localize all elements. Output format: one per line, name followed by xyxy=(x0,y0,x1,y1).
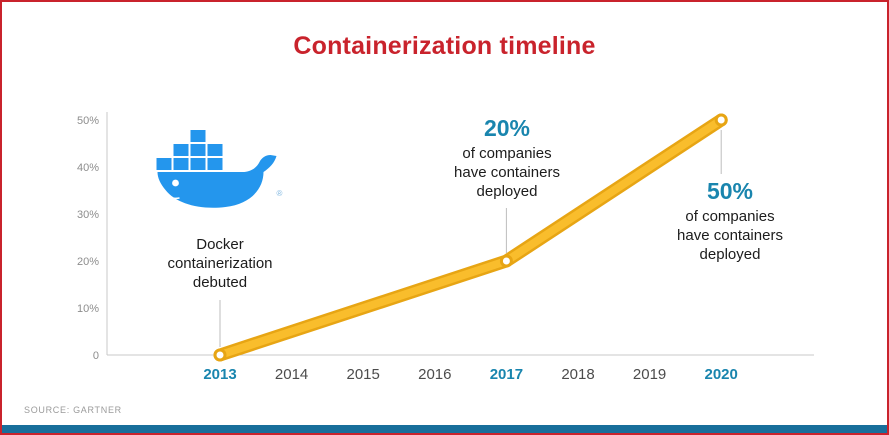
footer-accent-bar xyxy=(2,425,887,433)
x-tick-label: 2016 xyxy=(418,366,451,383)
annotation-2020-value: 50% xyxy=(706,178,754,204)
docker-whale-mouth xyxy=(160,192,180,199)
x-tick-label: 2014 xyxy=(275,366,308,383)
x-tick-label: 2017 xyxy=(490,366,523,383)
y-tick-label: 10% xyxy=(77,303,99,315)
y-tick-label: 50% xyxy=(77,115,99,127)
docker-logo-icon: ® xyxy=(156,130,283,208)
y-tick-label: 40% xyxy=(77,162,99,174)
y-tick-label: 20% xyxy=(77,256,99,268)
data-point-marker xyxy=(714,113,728,127)
x-tick-label: 2019 xyxy=(633,366,666,383)
y-tick-label: 30% xyxy=(77,209,99,221)
annotation-2020-text: of companies have containers deployed xyxy=(677,208,783,263)
annotation-2013: Docker containerization debuted xyxy=(145,235,295,292)
annotation-2020: 50% of companies have containers deploye… xyxy=(670,179,790,264)
x-tick-label: 2020 xyxy=(705,366,738,383)
annotation-2013-text: Docker containerization debuted xyxy=(167,236,273,291)
chart-title: Containerization timeline xyxy=(293,32,596,60)
x-tick-label: 2015 xyxy=(347,366,380,383)
docker-whale-eye xyxy=(172,179,179,187)
source-credit: SOURCE: GARTNER xyxy=(24,405,122,415)
y-tick-label: 0 xyxy=(93,350,99,362)
annotation-2017-value: 20% xyxy=(483,115,531,141)
x-tick-label: 2013 xyxy=(203,366,236,383)
registered-mark: ® xyxy=(277,189,283,198)
docker-whale-body xyxy=(157,155,277,208)
docker-containers xyxy=(156,130,223,170)
annotation-2017: 20% of companies have containers deploye… xyxy=(447,116,567,201)
x-tick-label: 2018 xyxy=(561,366,594,383)
data-point-marker xyxy=(499,254,513,268)
data-point-marker xyxy=(213,348,227,362)
annotation-2017-text: of companies have containers deployed xyxy=(454,145,560,200)
